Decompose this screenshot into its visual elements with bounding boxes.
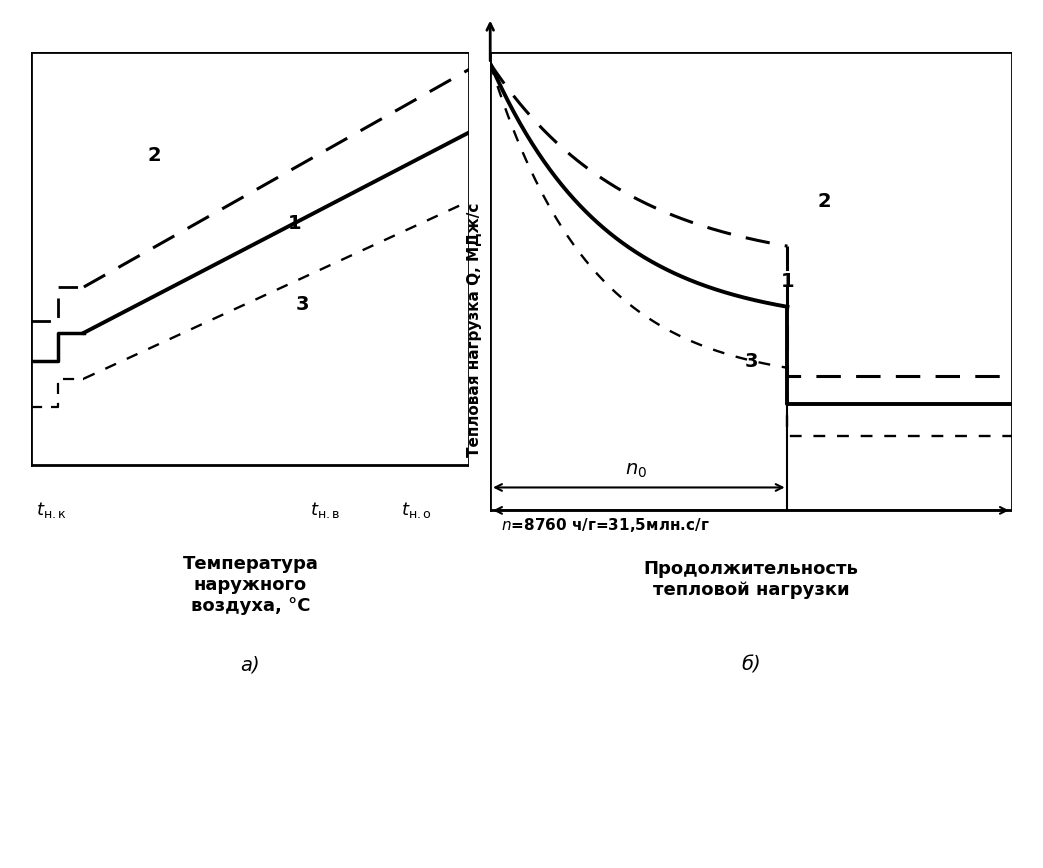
Text: $n_0$: $n_0$ <box>625 461 648 480</box>
Text: 3: 3 <box>296 294 310 313</box>
Text: 3: 3 <box>745 352 757 371</box>
Text: $t_{\rm н.в}$: $t_{\rm н.в}$ <box>310 500 340 521</box>
Text: а): а) <box>241 655 260 674</box>
Text: $t_{\rm н.о}$: $t_{\rm н.о}$ <box>402 500 432 521</box>
Text: Температура
наружного
воздуха, °C: Температура наружного воздуха, °C <box>183 555 318 615</box>
Text: 1: 1 <box>780 272 795 291</box>
Text: Продолжительность
тепловой нагрузки: Продолжительность тепловой нагрузки <box>644 560 858 599</box>
Text: $n$=8760 ч/г=31,5млн.с/г: $n$=8760 ч/г=31,5млн.с/г <box>501 516 709 534</box>
Text: Тепловая нагрузка Q, МДж/с: Тепловая нагрузка Q, МДж/с <box>467 202 482 457</box>
Text: 2: 2 <box>147 146 161 165</box>
Text: 2: 2 <box>817 192 831 211</box>
Text: б): б) <box>742 655 760 674</box>
Text: $t_{\rm н.к}$: $t_{\rm н.к}$ <box>35 500 67 521</box>
Text: 1: 1 <box>287 214 301 233</box>
